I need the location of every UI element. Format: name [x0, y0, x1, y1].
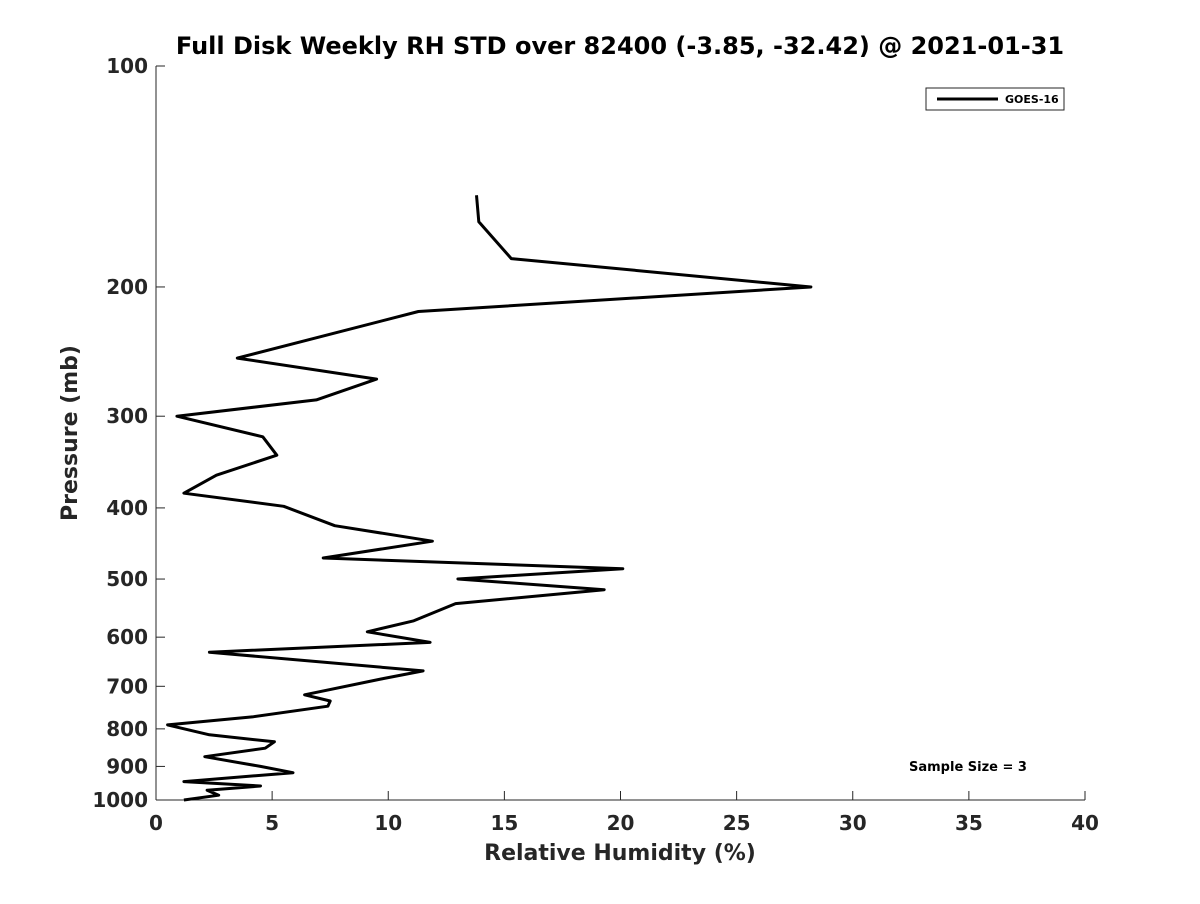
y-axis-label: Pressure (mb) [58, 345, 83, 521]
x-tick-label: 0 [149, 811, 163, 835]
legend: GOES-16 [925, 87, 1065, 111]
y-tick-label: 200 [106, 275, 148, 299]
y-ticks: 100 200 300 400 500 600 700 800 900 1000 [92, 54, 165, 812]
x-tick-label: 5 [265, 811, 279, 835]
x-tick-label: 20 [607, 811, 635, 835]
legend-label-goes-16: GOES-16 [1005, 93, 1059, 106]
series-layer [166, 195, 813, 802]
y-tick-label: 500 [106, 567, 148, 591]
x-ticks: 0 5 10 15 20 25 30 35 40 [149, 791, 1099, 835]
chart-title: Full Disk Weekly RH STD over 82400 (-3.8… [176, 32, 1064, 60]
x-tick-label: 35 [955, 811, 983, 835]
y-tick-label: 1000 [92, 788, 148, 812]
x-axis-label: Relative Humidity (%) [484, 841, 756, 866]
y-tick-label: 800 [106, 717, 148, 741]
sample-size-annotation: Sample Size = 3 [909, 760, 1027, 775]
y-tick-label: 400 [106, 496, 148, 520]
x-tick-label: 10 [374, 811, 402, 835]
y-tick-label: 700 [106, 674, 148, 698]
x-tick-label: 40 [1071, 811, 1099, 835]
x-tick-label: 30 [839, 811, 867, 835]
x-tick-label: 15 [490, 811, 518, 835]
y-tick-label: 300 [106, 404, 148, 428]
series-line-goes-16 [166, 195, 813, 802]
y-tick-label: 100 [106, 54, 148, 78]
y-tick-label: 900 [106, 754, 148, 778]
x-tick-label: 25 [723, 811, 751, 835]
y-tick-label: 600 [106, 625, 148, 649]
